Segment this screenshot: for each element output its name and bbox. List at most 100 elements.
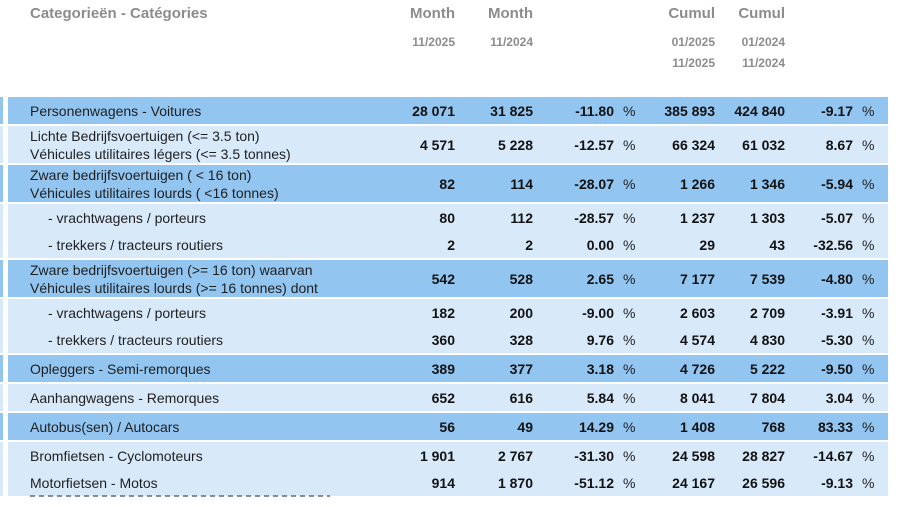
cumul-current-column-header: Cumul 01/2025 11/2025 bbox=[644, 0, 715, 97]
table-row: Personenwagens - Voitures 28 071 31 825 -11… bbox=[0, 97, 888, 124]
table-row: Zware bedrijfsvoertuigen ( < 16 ton) Véhi… bbox=[0, 165, 888, 202]
table-row: Opleggers - Semi-remorques 389 377 3.18% 4 7… bbox=[0, 355, 888, 382]
row-label: Lichte Bedrijfsvoertuigen (<= 3.5 ton) Vé… bbox=[30, 127, 291, 162]
month-previous-value: 616 bbox=[509, 389, 533, 406]
month-previous-value: 112 bbox=[510, 209, 533, 226]
cumul-change-value: -3.91 bbox=[821, 304, 853, 321]
cumul-change-unit: % bbox=[862, 304, 875, 321]
cumul-change-unit: % bbox=[862, 236, 875, 253]
cumul-change-unit: % bbox=[862, 389, 875, 406]
row-label: Bromfietsen - Cyclomoteurs bbox=[30, 447, 203, 464]
cumul-current-value: 2 603 bbox=[679, 304, 715, 321]
month-change-unit: % bbox=[623, 447, 636, 464]
cumul-change-value: 8.67 bbox=[825, 136, 853, 153]
month-change-unit: % bbox=[623, 209, 636, 226]
month-change-value: -9.00 bbox=[582, 304, 614, 321]
cumul-previous-value: 28 827 bbox=[742, 447, 785, 464]
month-change-value: 5.84 bbox=[586, 389, 614, 406]
month-change-value: 9.76 bbox=[586, 331, 614, 348]
cumul-change-unit-header bbox=[853, 0, 888, 97]
row-label: Personenwagens - Voitures bbox=[30, 102, 202, 119]
month-current-value: 542 bbox=[431, 270, 455, 287]
cumul-current-period-end: 11/2025 bbox=[672, 56, 715, 70]
cumul-previous-value: 26 596 bbox=[742, 474, 785, 491]
month-current-value: 82 bbox=[439, 175, 455, 192]
cumul-current-value: 24 598 bbox=[672, 447, 715, 464]
cumul-previous-value: 4 830 bbox=[749, 331, 785, 348]
month-change-unit: % bbox=[623, 304, 636, 321]
month-change-unit: % bbox=[623, 418, 636, 435]
month-previous-value: 2 bbox=[525, 236, 533, 253]
table-row: - trekkers / tracteurs routiers 2 2 0.00% 29… bbox=[0, 231, 888, 258]
cumul-previous-value: 7 539 bbox=[749, 270, 785, 287]
cumul-current-value: 4 726 bbox=[679, 360, 715, 377]
cumul-change-value: -9.17 bbox=[821, 102, 853, 119]
month-previous-value: 2 767 bbox=[497, 447, 533, 464]
row-label: Opleggers - Semi-remorques bbox=[30, 360, 211, 377]
month-change-value: 14.29 bbox=[578, 418, 614, 435]
month-change-value: -31.30 bbox=[574, 447, 614, 464]
month-change-unit-header bbox=[614, 0, 644, 97]
cumul-current-value: 1 266 bbox=[679, 175, 715, 192]
cumul-current-value: 1 237 bbox=[679, 209, 715, 226]
cumul-change-value: -5.94 bbox=[821, 175, 853, 192]
month-change-unit: % bbox=[623, 270, 636, 287]
row-label: Autobus(sen) / Autocars bbox=[30, 418, 180, 435]
cumul-previous-value: 5 222 bbox=[749, 360, 785, 377]
month-change-unit: % bbox=[623, 360, 636, 377]
month-current-value: 28 071 bbox=[412, 102, 455, 119]
cumul-current-value: 4 574 bbox=[679, 331, 715, 348]
month-change-value: -11.80 bbox=[575, 102, 614, 119]
cumul-change-value: -5.30 bbox=[821, 331, 853, 348]
row-label: Zware bedrijfsvoertuigen (>= 16 ton) waa… bbox=[30, 261, 318, 296]
month-change-unit: % bbox=[623, 331, 636, 348]
cumul-change-unit: % bbox=[862, 331, 875, 348]
cumul-current-value: 7 177 bbox=[679, 270, 715, 287]
month-previous-value: 31 825 bbox=[490, 102, 533, 119]
month-change-unit: % bbox=[623, 175, 636, 192]
month-change-value: 3.18 bbox=[586, 360, 614, 377]
cumul-change-unit: % bbox=[862, 209, 875, 226]
clipped-footer-fragment bbox=[30, 495, 330, 497]
row-label: - trekkers / tracteurs routiers bbox=[48, 331, 224, 348]
cumul-previous-value: 61 032 bbox=[742, 136, 785, 153]
cumul-previous-value: 1 346 bbox=[749, 175, 785, 192]
table-row: Autobus(sen) / Autocars 56 49 14.29% 1 408 76… bbox=[0, 413, 888, 440]
month-current-period: 11/2025 bbox=[412, 35, 455, 49]
cumul-change-unit: % bbox=[862, 270, 875, 287]
cumul-previous-value: 7 804 bbox=[749, 389, 785, 406]
month-previous-value: 528 bbox=[509, 270, 533, 287]
month-current-column-header: Month 11/2025 bbox=[375, 0, 455, 97]
table-row: Motorfietsen - Motos 914 1 870 -51.12% 24 16… bbox=[0, 469, 888, 496]
month-current-value: 2 bbox=[447, 236, 455, 253]
cumul-change-value: -5.07 bbox=[821, 209, 853, 226]
cumul-previous-column-header: Cumul 01/2024 11/2024 bbox=[715, 0, 785, 97]
month-previous-value: 377 bbox=[509, 360, 533, 377]
month-current-value: 389 bbox=[431, 360, 455, 377]
cumul-change-value: -32.56 bbox=[813, 236, 853, 253]
month-previous-column-header: Month 11/2024 bbox=[455, 0, 533, 97]
cumul-current-period-start: 01/2025 bbox=[671, 35, 715, 49]
month-current-value: 360 bbox=[431, 331, 455, 348]
cumul-previous-value: 424 840 bbox=[734, 102, 785, 119]
cumul-previous-value: 2 709 bbox=[749, 304, 785, 321]
month-change-value: -51.12 bbox=[574, 474, 614, 491]
cumul-change-unit: % bbox=[862, 136, 875, 153]
month-change-value: -12.57 bbox=[574, 136, 614, 153]
month-current-value: 56 bbox=[439, 418, 455, 435]
table-row: Aanhangwagens - Remorques 652 616 5.84% 8 04… bbox=[0, 384, 888, 411]
cumul-previous-value: 43 bbox=[769, 236, 785, 253]
row-label: Aanhangwagens - Remorques bbox=[30, 389, 220, 406]
month-change-value: -28.07 bbox=[574, 175, 614, 192]
cumul-current-value: 8 041 bbox=[679, 389, 715, 406]
month-change-unit: % bbox=[623, 389, 636, 406]
month-previous-value: 5 228 bbox=[497, 136, 533, 153]
cumul-change-unit: % bbox=[862, 360, 875, 377]
cumul-change-unit: % bbox=[862, 175, 875, 192]
row-label: - trekkers / tracteurs routiers bbox=[48, 236, 224, 253]
month-change-unit: % bbox=[623, 474, 636, 491]
cumul-previous-value: 1 303 bbox=[749, 209, 785, 226]
cumul-current-value: 66 324 bbox=[672, 136, 715, 153]
cumul-change-unit: % bbox=[862, 418, 875, 435]
